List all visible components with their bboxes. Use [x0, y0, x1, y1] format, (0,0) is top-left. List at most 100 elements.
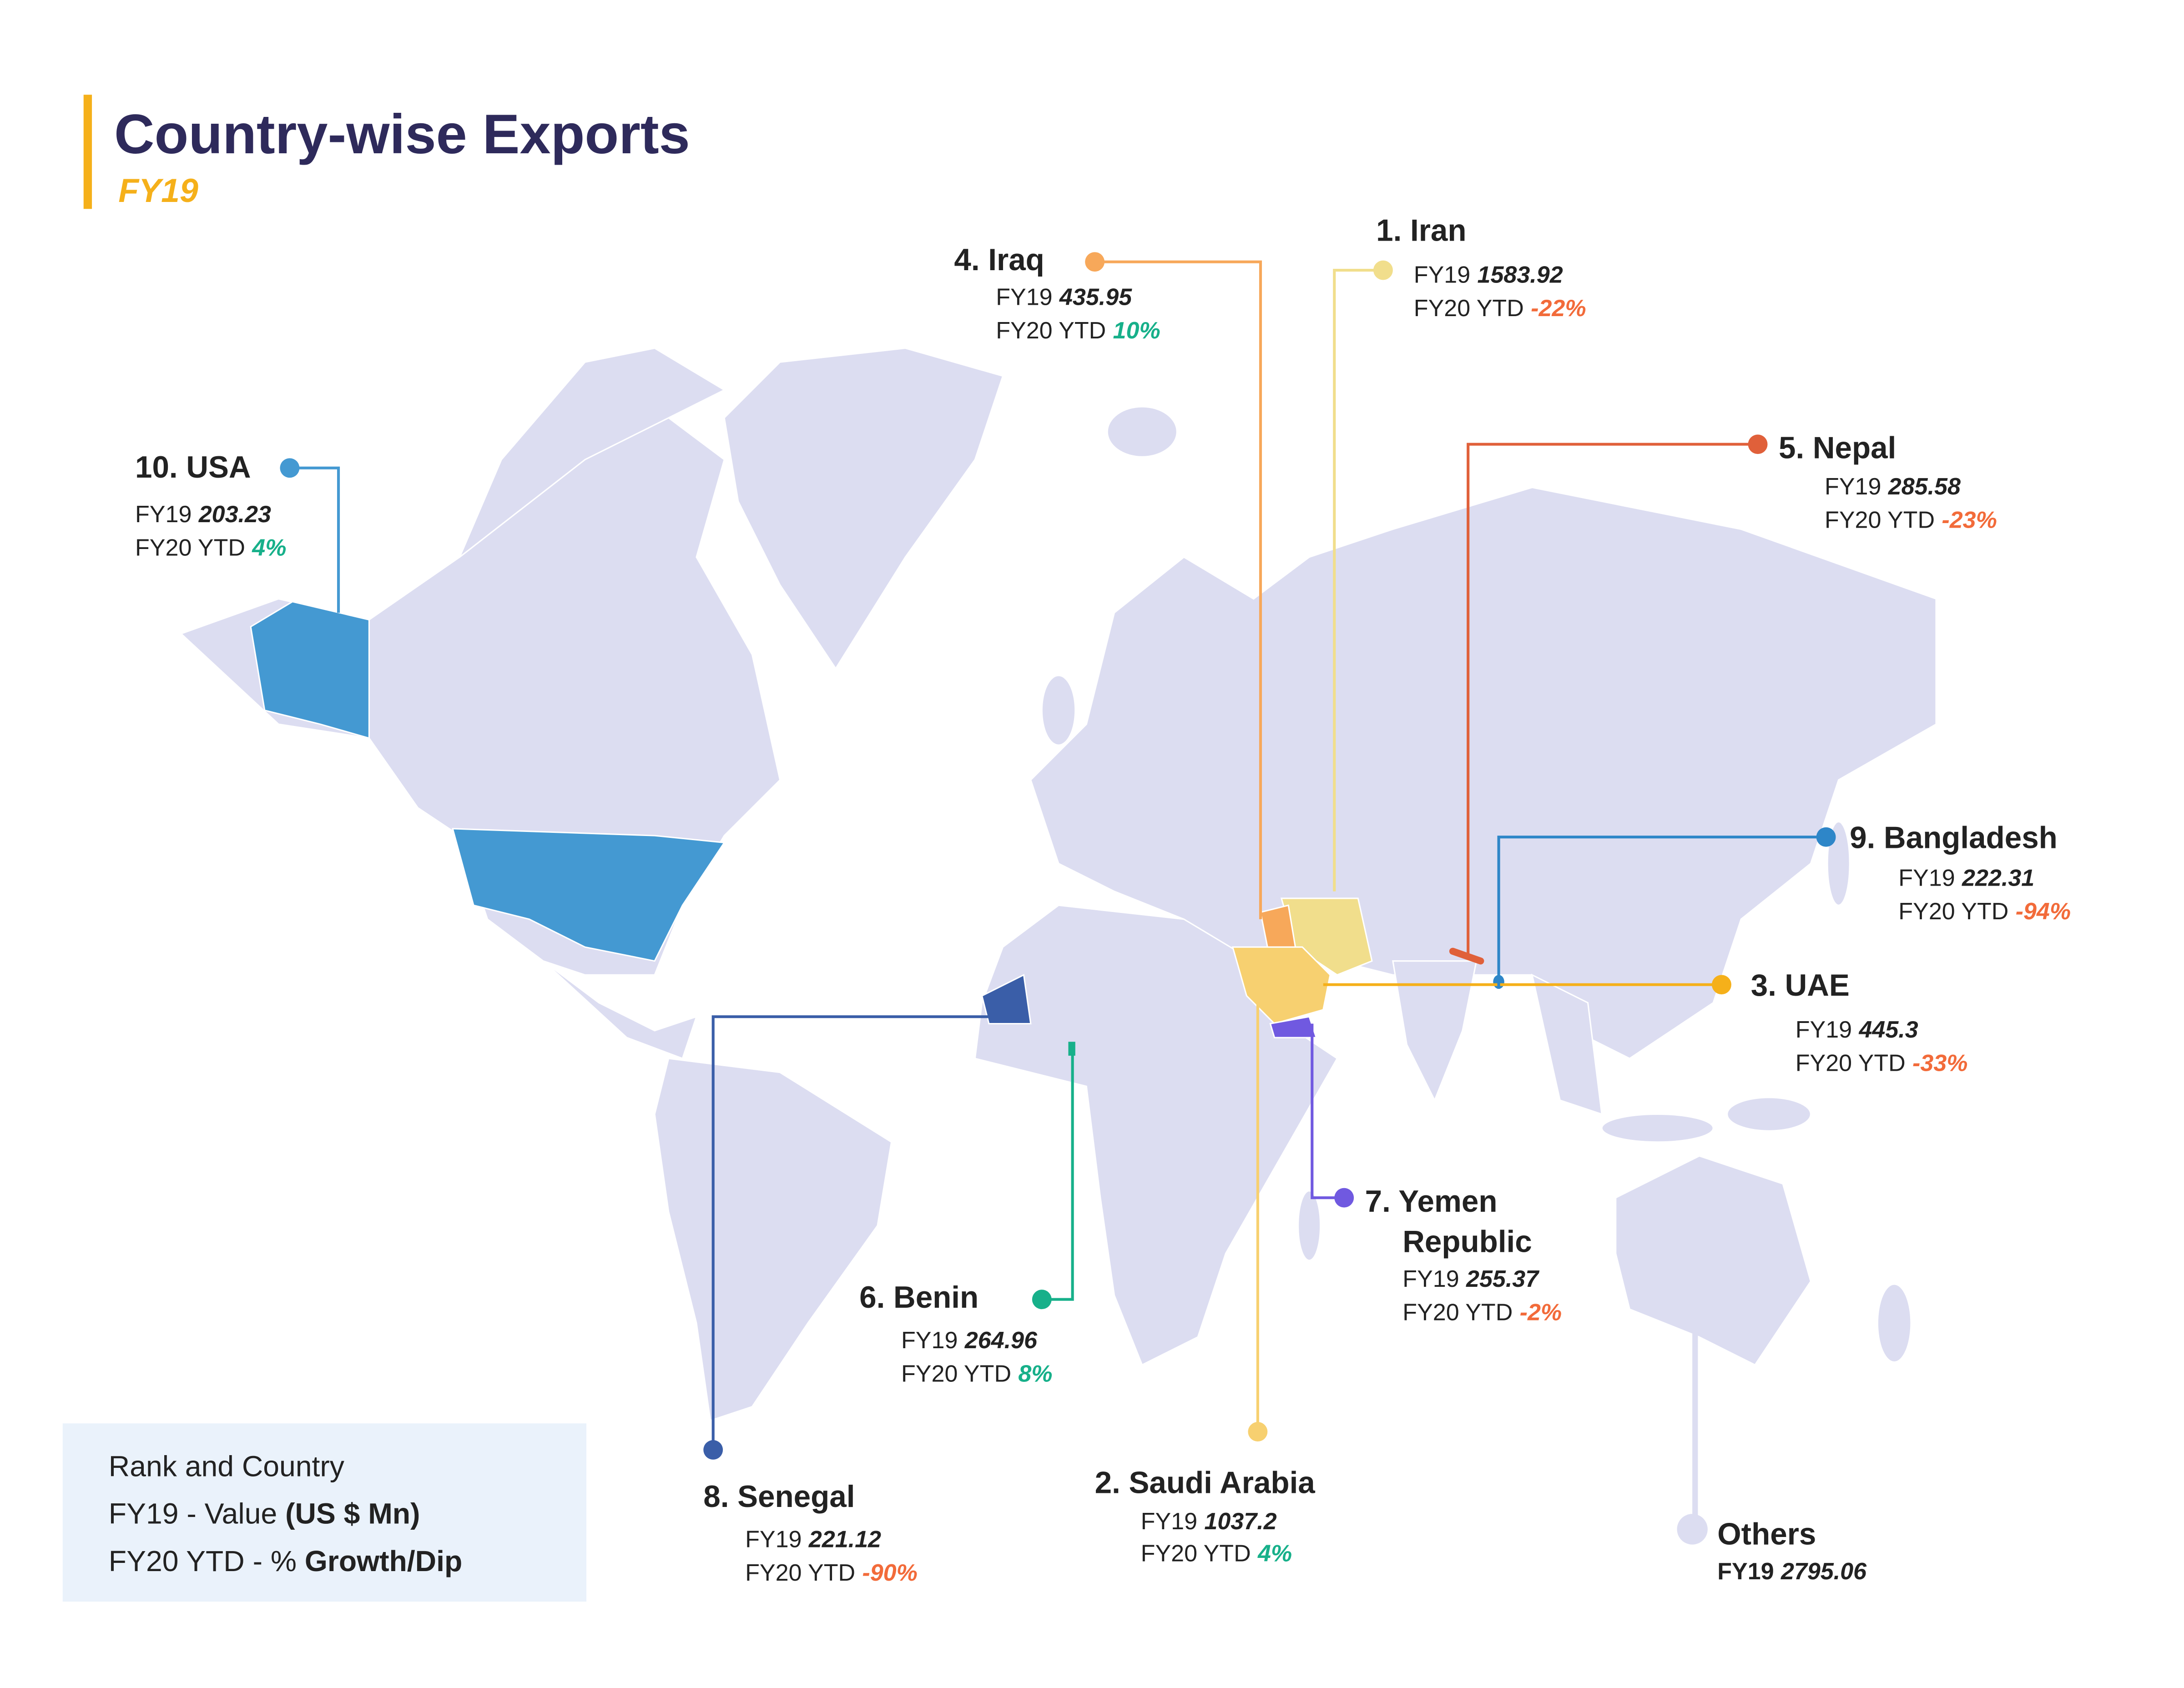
- new-guinea: [1726, 1097, 1811, 1132]
- fy19-label: FY19: [1414, 262, 1470, 288]
- svalbard: [1106, 406, 1178, 458]
- fy19-value: 2795.06: [1780, 1558, 1867, 1585]
- country-name: Others: [1717, 1517, 1816, 1552]
- country-name: 7. Yemen: [1365, 1184, 1498, 1219]
- marker-dot: [1816, 827, 1836, 847]
- fy20-label: FY20 YTD: [1414, 295, 1524, 322]
- fy19-label: FY19: [901, 1327, 958, 1354]
- fy19-label: FY19: [1717, 1558, 1774, 1585]
- connector: [1042, 1047, 1074, 1301]
- country-name: 3. UAE: [1751, 968, 1850, 1003]
- nepal-shape: [1449, 947, 1484, 965]
- fy20-label: FY20 YTD: [1898, 898, 2008, 925]
- fy20-label: FY20 YTD: [996, 317, 1106, 344]
- fy19-value: 255.37: [1466, 1266, 1539, 1292]
- fy20-line: FY20 YTD -94%: [1898, 898, 2071, 925]
- india: [1392, 960, 1478, 1102]
- fy20-line: FY20 YTD -22%: [1414, 295, 1586, 322]
- connector: [1497, 836, 1826, 989]
- connector: [1095, 260, 1262, 919]
- fy19-line: FY19 203.23: [135, 501, 271, 528]
- fy20-growth: -90%: [862, 1560, 918, 1586]
- fy20-label: FY20 YTD: [745, 1560, 855, 1586]
- fy19-line: FY19 221.12: [745, 1527, 881, 1553]
- marker-dot: [1677, 1514, 1708, 1545]
- title: Country-wise Exports: [114, 103, 690, 165]
- marker-dot: [1032, 1290, 1052, 1310]
- country-name: 9. Bangladesh: [1850, 821, 2058, 855]
- fy19-label: FY19: [996, 284, 1052, 311]
- connector: [289, 466, 340, 613]
- fy19-line: FY19 264.96: [901, 1327, 1038, 1354]
- fy19-line: FY19 222.31: [1898, 865, 2034, 891]
- alaska-shape: [250, 601, 370, 739]
- fy20-label: FY20 YTD: [1141, 1540, 1251, 1567]
- country-name: 6. Benin: [859, 1280, 979, 1315]
- fy19-label: FY19: [135, 501, 192, 528]
- usa-shape: [452, 828, 726, 962]
- marker-dot: [280, 458, 300, 478]
- southeast-asia: [1531, 973, 1603, 1115]
- fy19-line: FY19 255.37: [1402, 1266, 1539, 1292]
- fy20-label: FY20 YTD: [1825, 507, 1935, 533]
- fy20-label: FY20 YTD: [1796, 1050, 1906, 1077]
- british-isles: [1041, 675, 1076, 746]
- fy20-line: FY20 YTD 4%: [1141, 1540, 1292, 1567]
- fy20-growth: -22%: [1531, 295, 1586, 322]
- fy19-value: 445.3: [1858, 1017, 1918, 1043]
- fy19-line: FY19 1037.2: [1141, 1508, 1277, 1535]
- legend-line: Rank and Country: [109, 1450, 345, 1483]
- legend-text: Growth/Dip: [305, 1545, 462, 1577]
- country-name: 4. Iraq: [954, 243, 1044, 277]
- madagascar: [1297, 1190, 1321, 1261]
- africa: [974, 904, 1338, 1366]
- fy19-line: FY19 2795.06: [1717, 1558, 1867, 1585]
- fy20-label: FY20 YTD: [135, 535, 245, 561]
- title-bar: [83, 95, 92, 209]
- new-zealand: [1876, 1283, 1912, 1363]
- fy20-growth: 4%: [252, 535, 286, 561]
- fy19-label: FY19: [1141, 1508, 1197, 1535]
- fy19-value: 203.23: [198, 501, 271, 528]
- fy19-value: 285.58: [1888, 474, 1961, 500]
- fy19-label: FY19: [1898, 865, 1955, 891]
- senegal-shape: [981, 973, 1032, 1025]
- fy19-value: 264.96: [964, 1327, 1038, 1354]
- connector: [1467, 443, 1758, 954]
- fy20-growth: -33%: [1912, 1050, 1968, 1077]
- fy20-line: FY20 YTD -2%: [1402, 1300, 1562, 1326]
- fy19-label: FY19: [1825, 474, 1881, 500]
- fy20-line: FY20 YTD -23%: [1825, 507, 1997, 533]
- callouts: 1. Iran FY19 1583.92 FY20 YTD -22% 2. Saudi A…: [135, 214, 2071, 1587]
- fy19-line: FY19 435.95: [996, 284, 1132, 311]
- iraq-shape: [1260, 904, 1296, 948]
- connector: [711, 1015, 996, 1450]
- marker-dot: [1712, 975, 1731, 995]
- fy20-label: FY20 YTD: [1402, 1300, 1513, 1326]
- fy20-line: FY20 YTD 4%: [135, 535, 287, 561]
- fy19-label: FY19: [1402, 1266, 1459, 1292]
- legend-line: FY19 - Value (US $ Mn): [109, 1497, 420, 1530]
- fy19-value: 435.95: [1059, 284, 1132, 311]
- fy19-value: 1037.2: [1204, 1508, 1276, 1535]
- marker-dot: [1373, 260, 1393, 280]
- fy20-line: FY20 YTD -33%: [1796, 1050, 1968, 1077]
- marker-dot: [1748, 434, 1768, 454]
- fy20-growth: 10%: [1113, 317, 1160, 344]
- fy20-line: FY20 YTD 10%: [996, 317, 1160, 344]
- fy20-growth: -23%: [1942, 507, 1997, 533]
- marker-dot: [1334, 1188, 1354, 1208]
- fy19-value: 222.31: [1962, 865, 2034, 891]
- subtitle: FY19: [118, 171, 198, 209]
- fy19-label: FY19: [745, 1527, 802, 1553]
- fy20-growth: 4%: [1257, 1540, 1292, 1567]
- fy20-label: FY20 YTD: [901, 1360, 1011, 1387]
- connector: [1311, 1023, 1344, 1199]
- connector: [1333, 268, 1383, 892]
- yemen-shape: [1269, 1016, 1317, 1038]
- legend-text: FY19 - Value: [109, 1497, 285, 1530]
- indonesia: [1601, 1113, 1714, 1143]
- fy19-value: 1583.92: [1478, 262, 1563, 288]
